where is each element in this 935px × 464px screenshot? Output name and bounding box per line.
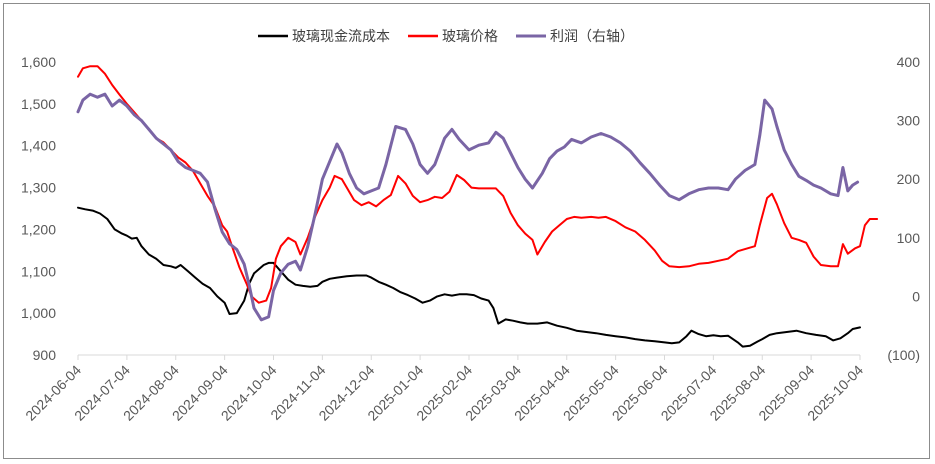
left-axis-tick-label: 1,200 bbox=[21, 221, 56, 237]
series-line bbox=[76, 92, 860, 322]
left-axis-tick-label: 1,100 bbox=[21, 263, 56, 279]
left-axis-tick-label: 1,600 bbox=[21, 54, 56, 70]
series-layer bbox=[76, 65, 879, 348]
left-axis-tick-label: 1,000 bbox=[21, 305, 56, 321]
left-axis-tick-label: 900 bbox=[33, 347, 57, 363]
legend-entry-label: 玻璃现金流成本 bbox=[292, 28, 390, 45]
right-axis-tick-label: 400 bbox=[897, 54, 921, 70]
series-line bbox=[77, 65, 879, 304]
legend-entry-label: 利润（右轴） bbox=[550, 29, 634, 45]
left-axis-tick-label: 1,300 bbox=[21, 180, 56, 196]
right-axis-tick-label: 0 bbox=[912, 288, 920, 304]
legend: 玻璃现金流成本 玻璃价格 利润（右轴） bbox=[258, 28, 634, 45]
legend-entry-label: 玻璃价格 bbox=[442, 28, 498, 45]
right-axis-tick-label: 200 bbox=[897, 171, 921, 187]
series-line bbox=[77, 206, 861, 348]
x-axis: 2024-06-042024-07-042024-08-042024-09-04… bbox=[22, 354, 866, 424]
right-axis-tick-label: 300 bbox=[897, 113, 921, 129]
right-axis-tick-label: (100) bbox=[887, 347, 920, 363]
right-axis-tick-label: 100 bbox=[897, 230, 921, 246]
right-axis: 400 300 200 100 0 (100) bbox=[887, 54, 920, 363]
left-axis-tick-label: 1,500 bbox=[21, 96, 56, 112]
left-axis-tick-label: 1,400 bbox=[21, 138, 56, 154]
left-axis: 1,600 1,500 1,400 1,300 1,200 1,100 1,000 900 bbox=[21, 54, 56, 363]
chart-frame bbox=[3, 3, 930, 459]
